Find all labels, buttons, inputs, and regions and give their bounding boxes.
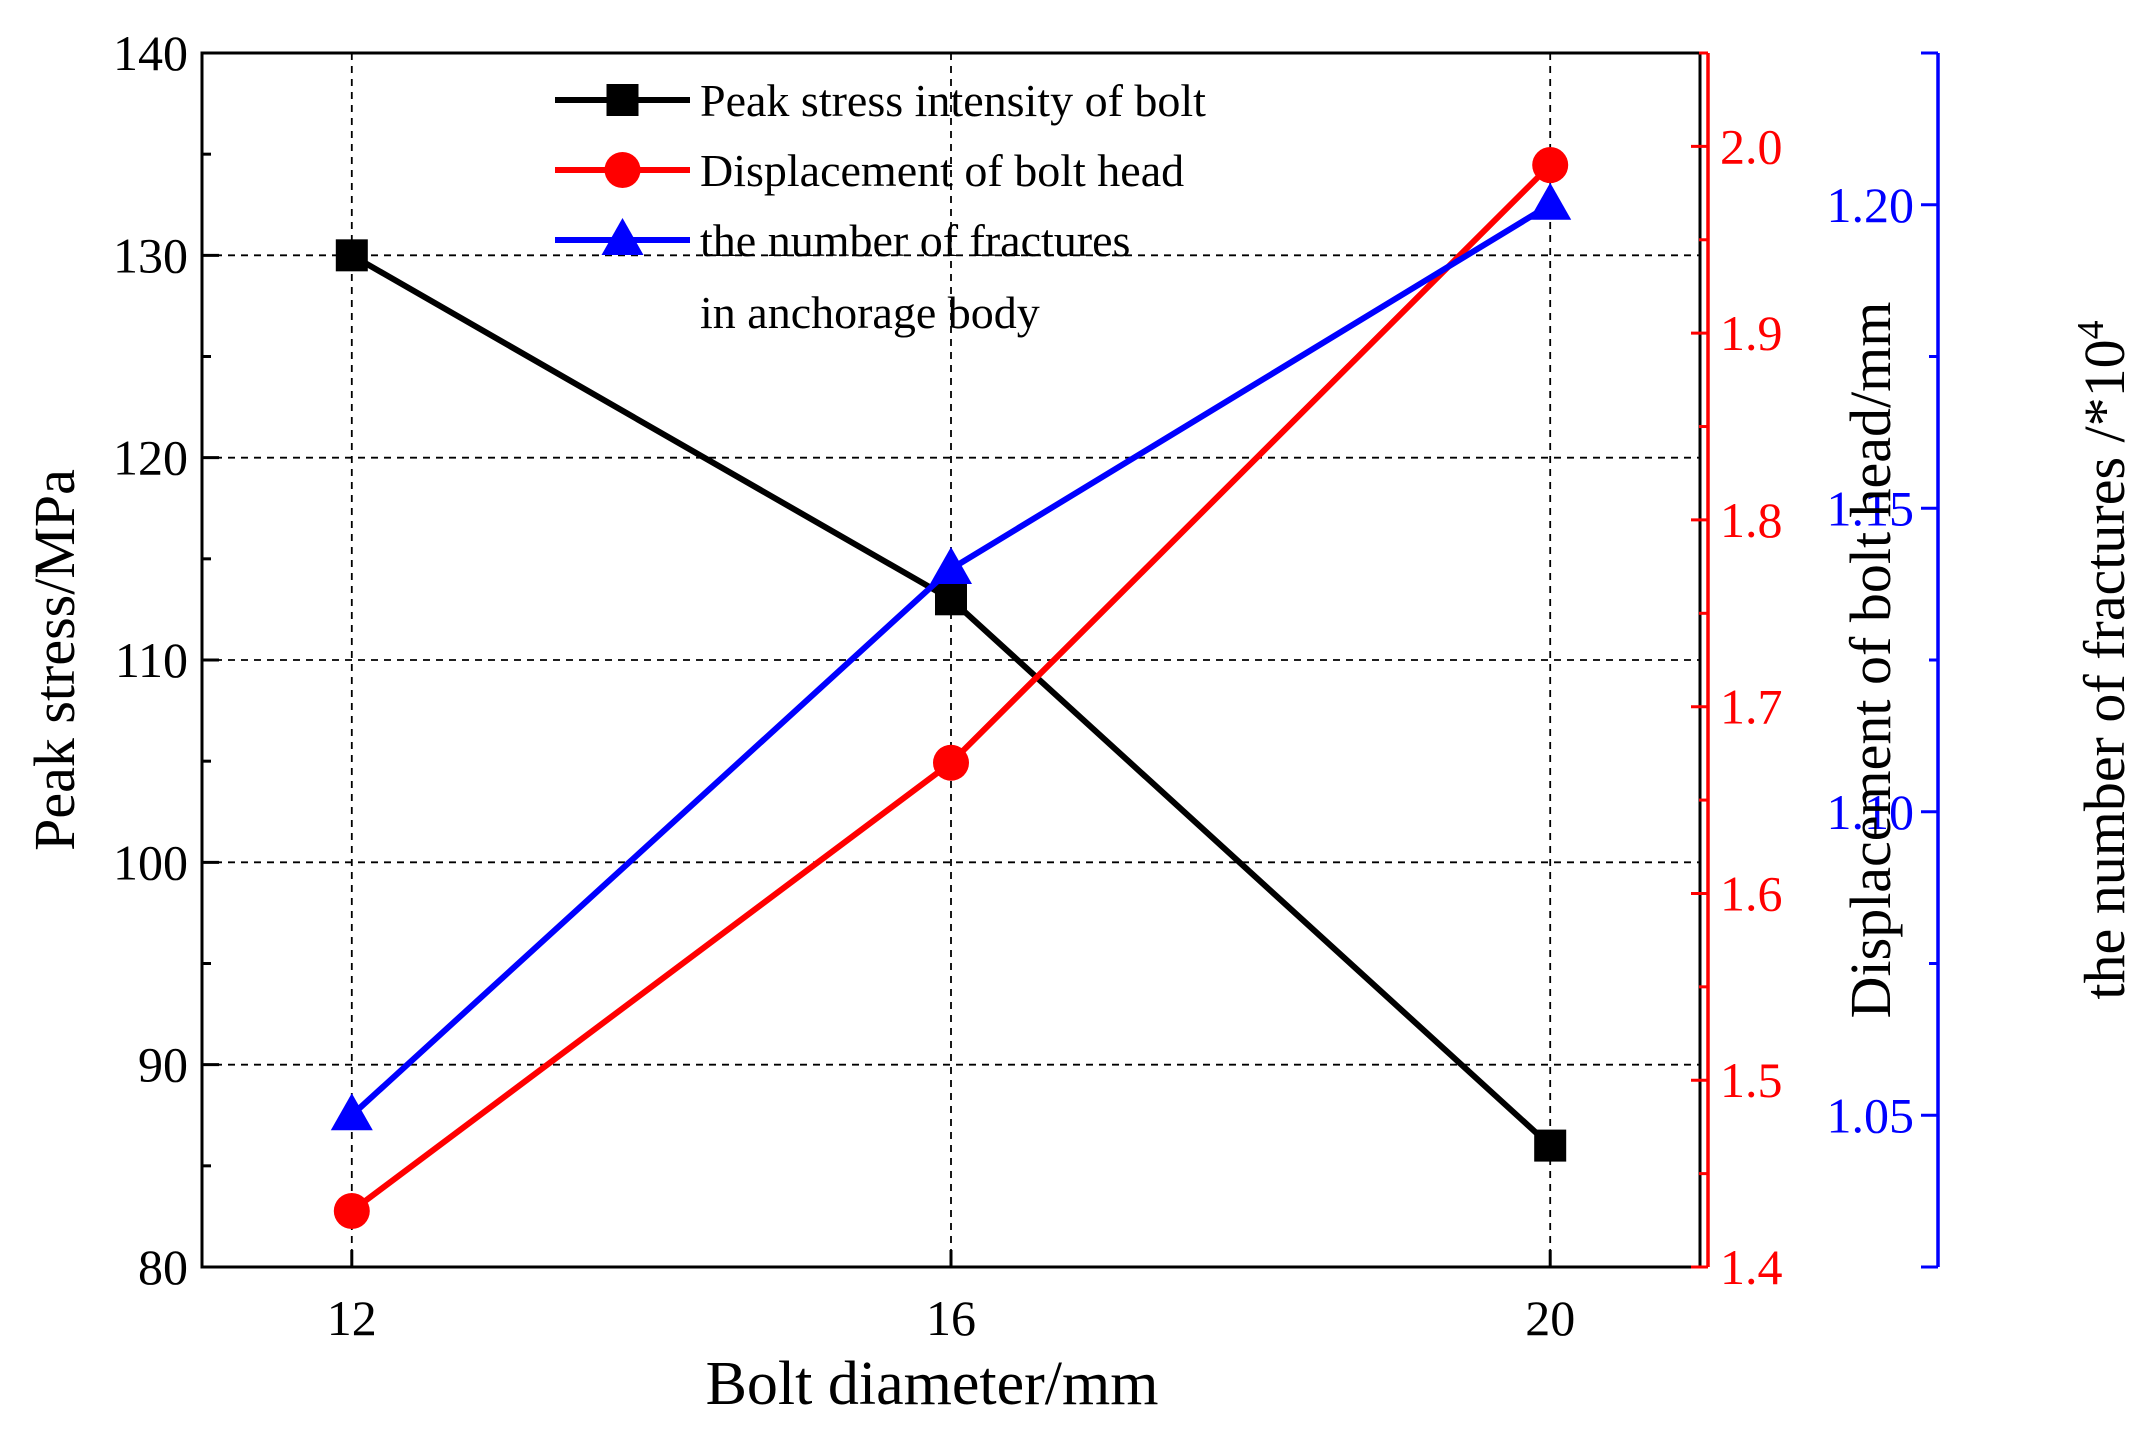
right-axis-title-fractures: the number of fractures /*104 — [2070, 320, 2137, 999]
legend-marker-fractures — [601, 218, 644, 255]
left-axis-tick-label: 110 — [115, 632, 188, 688]
legend-label-peak-stress: Peak stress intensity of bolt — [700, 75, 1206, 126]
legend-label-fractures-line2: in anchorage body — [700, 287, 1040, 338]
plot-frame — [200, 51, 1702, 1269]
data-point-peak-stress — [935, 583, 967, 616]
left-axis-tick-label: 120 — [113, 430, 188, 486]
series-layer — [330, 147, 1572, 1229]
right-axis-displacement-tick-label: 2.0 — [1720, 118, 1783, 174]
legend-marker-displacement — [604, 152, 641, 188]
right-axis-title-fractures-text: the number of fractures /*10 — [2072, 339, 2137, 999]
left-axis-tick-label: 140 — [113, 25, 188, 81]
right-axis-displacement-tick-label: 1.9 — [1720, 305, 1783, 361]
x-axis-title: Bolt diameter/mm — [706, 1350, 1159, 1418]
right-axis-displacement-tick-label: 1.5 — [1720, 1052, 1783, 1108]
data-point-fractures — [330, 1093, 373, 1131]
legend: Peak stress intensity of bolt Displaceme… — [555, 75, 1206, 338]
data-point-fractures — [1529, 182, 1572, 220]
right-axis-fractures-tick-label: 1.05 — [1827, 1087, 1915, 1143]
x-tick-label: 12 — [327, 1290, 377, 1346]
legend-label-fractures: the number of fractures — [700, 215, 1130, 266]
x-tick-label: 20 — [1525, 1290, 1575, 1346]
data-point-displacement — [1532, 147, 1569, 184]
data-point-displacement — [333, 1192, 370, 1229]
data-point-peak-stress — [335, 239, 368, 272]
left-axis-tick-label: 90 — [138, 1037, 188, 1093]
data-point-displacement — [933, 744, 969, 781]
data-point-fractures — [930, 546, 972, 584]
left-axis-tick-label: 80 — [138, 1239, 188, 1295]
legend-marker-peak-stress — [606, 84, 639, 116]
right-axis-displacement-tick-label: 1.8 — [1720, 492, 1783, 548]
left-axis-title: Peak stress/MPa — [22, 469, 87, 851]
right-axis-displacement-tick-label: 1.4 — [1720, 1239, 1783, 1295]
right-axis-fractures-tick-label: 1.20 — [1827, 177, 1915, 233]
left-axis-tick-label: 100 — [113, 834, 188, 890]
x-tick-label: 16 — [926, 1290, 976, 1346]
legend-label-displacement: Displacement of bolt head — [700, 145, 1184, 196]
right-axis-displacement-tick-label: 1.6 — [1720, 865, 1783, 921]
axes: 12 16 20 80 90 100 110 120 130 140 1.4 1.5 1.6 1.7 1.8… — [113, 25, 1940, 1346]
right-axis-displacement-tick-label: 1.7 — [1720, 679, 1783, 735]
grid-lines — [202, 53, 1700, 1267]
left-axis-tick-label: 130 — [113, 227, 188, 283]
right-axis-fractures-tick-label: 1.15 — [1827, 480, 1915, 536]
right-axis-title-fractures-exponent: 4 — [2070, 320, 2112, 339]
right-axis-title-displacement: Displacement of bolt head/mm — [1838, 302, 1903, 1019]
data-point-peak-stress — [1534, 1129, 1567, 1162]
right-axis-fractures-tick-label: 1.10 — [1827, 784, 1915, 840]
